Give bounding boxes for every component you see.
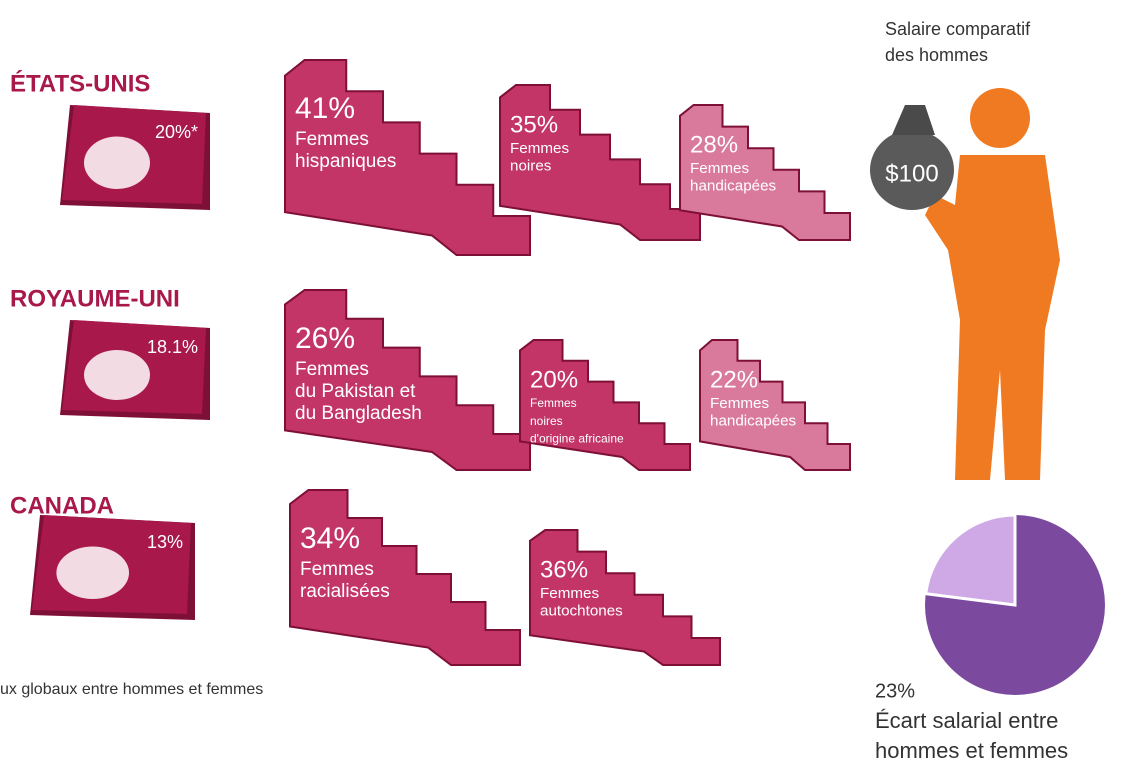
country-name: ÉTATS-UNIS [10,69,150,97]
money-bag-top [892,105,935,135]
pie-caption: hommes et femmes [875,738,1068,763]
money-bag [870,130,954,210]
country-name: CANADA [10,492,114,519]
brick-wall [679,104,851,241]
pie-slice [924,513,1017,607]
map-shape [84,350,150,400]
group-label: d'origine africaine [530,431,624,445]
brick-wall [289,489,521,666]
group-label: Femmes [690,160,749,177]
man-body [925,155,1060,480]
men-caption: Salaire comparatif [885,19,1031,39]
group-label: Femmes [510,140,569,157]
group-label: autochtones [540,603,623,620]
brick-wall [699,339,851,471]
percent-label: 36% [540,556,588,583]
group-label: noires [530,414,563,428]
country-name: ROYAUME-UNI [10,285,180,312]
group-label: racialisées [300,581,390,602]
percent-label: 20% [530,366,578,393]
percent-label: 35% [510,111,558,138]
brick-wall [499,84,701,241]
brick-wall [284,59,531,256]
group-label: Femmes [295,129,369,150]
gap-label: 20%* [155,122,198,142]
brick-wall [284,289,531,471]
gap-label: 18.1% [147,337,198,357]
group-label: Femmes [295,359,369,380]
brick-wall [519,339,691,471]
man-head [970,88,1030,148]
percent-label: 41% [295,92,355,125]
group-label: Femmes [300,559,374,580]
men-caption: des hommes [885,45,988,65]
percent-label: 22% [710,366,758,393]
group-label: Femmes [710,395,769,412]
gap-label: 13% [147,532,183,552]
amount-label: $100 [885,160,938,187]
group-label: Femmes [540,585,599,602]
group-label: Femmes [530,396,577,410]
percent-label: 28% [690,131,738,158]
brick-wall [529,529,721,666]
group-label: du Pakistan et [295,381,416,402]
map-shape [84,136,150,189]
percent-label: 26% [295,322,355,355]
group-label: handicapées [690,178,777,195]
pie-percent: 23% [875,680,915,702]
group-label: handicapées [710,413,797,430]
percent-label: 34% [300,522,360,555]
pie-caption: Écart salarial entre [875,708,1058,733]
group-label: noires [510,158,552,175]
group-label: hispaniques [295,151,396,172]
map-shape [56,546,130,599]
group-label: du Bangladesh [295,403,422,424]
footer-note: ux globaux entre hommes et femmes [0,681,263,698]
